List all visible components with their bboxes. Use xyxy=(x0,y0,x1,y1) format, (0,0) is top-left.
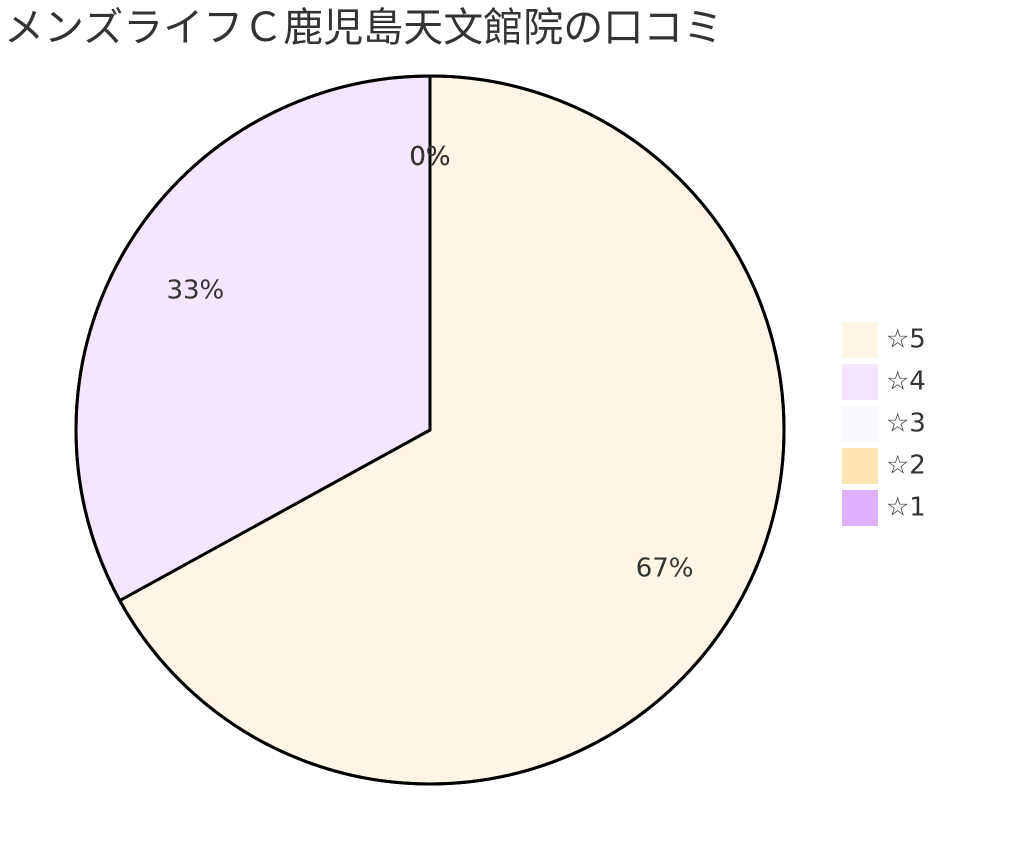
slice-label: 0% xyxy=(409,142,450,172)
slice-label: 0% xyxy=(409,142,450,172)
legend-label: ☆5 xyxy=(886,325,926,355)
legend-swatch xyxy=(842,406,878,442)
legend-label: ☆1 xyxy=(886,493,926,523)
slice-label: 67% xyxy=(636,553,694,583)
legend-swatch xyxy=(842,490,878,526)
legend-label: ☆4 xyxy=(886,367,926,397)
slice-label: 33% xyxy=(166,276,224,306)
pie-outline xyxy=(74,74,786,786)
chart-title: メンズライフＣ鹿児島天文館院の口コミ xyxy=(4,5,723,51)
legend-swatch xyxy=(842,322,878,358)
slice-label: 0% xyxy=(409,142,450,172)
legend-swatch xyxy=(842,364,878,400)
legend-label: ☆2 xyxy=(886,451,926,481)
legend-swatch xyxy=(842,448,878,484)
legend-label: ☆3 xyxy=(886,409,926,439)
